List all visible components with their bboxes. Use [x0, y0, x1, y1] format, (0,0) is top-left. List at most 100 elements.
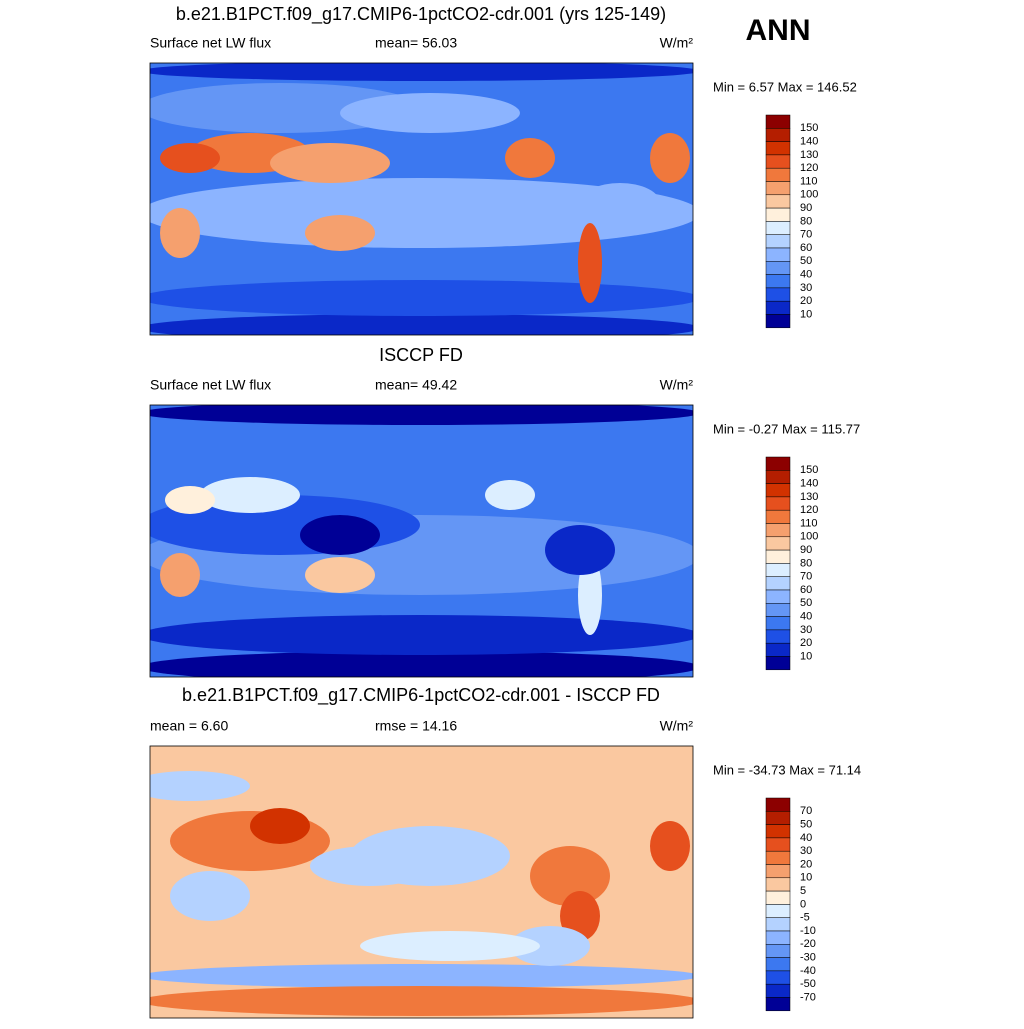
left-label: Surface net LW flux — [150, 377, 271, 393]
colorbar-swatch — [765, 536, 791, 551]
colorbar-label: 40 — [800, 269, 812, 281]
colorbar-label: -5 — [800, 912, 810, 924]
contour-region — [545, 525, 615, 575]
colorbar-label: 50 — [800, 255, 812, 267]
colorbar-label: 90 — [800, 544, 812, 556]
colorbar-label: 20 — [800, 295, 812, 307]
colorbar-label: 110 — [800, 517, 818, 529]
colorbar-label: 70 — [800, 571, 812, 583]
contour-region — [360, 931, 540, 961]
colorbar-label: 150 — [800, 464, 818, 476]
colorbar-label: 20 — [800, 637, 812, 649]
minmax-label: Min = -0.27 Max = 115.77 — [713, 421, 860, 436]
colorbar-label: 0 — [800, 898, 806, 910]
colorbar-swatch — [765, 904, 791, 918]
colorbar-swatch — [765, 957, 791, 972]
map-field — [150, 746, 693, 1018]
colorbar-swatch — [765, 603, 791, 617]
contour-region — [150, 178, 693, 248]
center-label: mean= 56.03 — [375, 35, 457, 51]
colorbar-swatch — [765, 656, 791, 671]
colorbar-swatch — [765, 247, 791, 262]
colorbar-label: 30 — [800, 624, 812, 636]
units-label: W/m² — [660, 35, 694, 51]
map-field — [150, 63, 693, 335]
map — [149, 62, 694, 336]
contour-region — [150, 314, 693, 335]
colorbar-swatch — [765, 917, 791, 932]
contour-region — [150, 63, 693, 81]
minmax-label: Min = -34.73 Max = 71.14 — [713, 762, 861, 777]
colorbar-swatch — [765, 523, 791, 538]
colorbar-swatch — [765, 287, 791, 302]
colorbar-label: 150 — [800, 122, 818, 134]
colorbar-label: 10 — [800, 872, 812, 884]
colorbar-swatch — [765, 509, 791, 524]
map-frame — [149, 62, 694, 336]
colorbar-label: -70 — [800, 991, 816, 1003]
contour-region — [505, 138, 555, 178]
colorbar-swatch — [765, 470, 791, 484]
contour-region — [485, 480, 535, 510]
contour-region — [160, 553, 200, 597]
colorbar-label: 5 — [800, 885, 806, 897]
contour-region — [200, 477, 300, 513]
contour-region — [150, 964, 693, 988]
colorbar-label: 80 — [800, 215, 812, 227]
colorbar-label: -50 — [800, 978, 816, 990]
colorbar-label: 90 — [800, 202, 812, 214]
colorbar-swatch — [765, 194, 791, 209]
colorbar-swatch — [765, 154, 791, 169]
colorbar-swatch — [765, 997, 791, 1012]
contour-region — [300, 515, 380, 555]
colorbar-swatch — [765, 890, 791, 905]
colorbar-swatch — [765, 864, 791, 879]
colorbar-swatch — [765, 300, 791, 315]
map — [149, 404, 694, 678]
contour-region — [305, 215, 375, 251]
colorbar-swatch — [765, 274, 791, 289]
colorbar-swatch — [765, 576, 791, 591]
center-label: mean= 49.42 — [375, 377, 457, 393]
minmax-label: Min = 6.57 Max = 146.52 — [713, 79, 857, 94]
colorbar-swatch — [765, 141, 791, 156]
contour-region — [150, 986, 693, 1016]
contour-region — [165, 486, 215, 514]
colorbar-label: 30 — [800, 845, 812, 857]
colorbar-label: 120 — [800, 162, 818, 174]
colorbar-label: -40 — [800, 965, 816, 977]
colorbar-swatch — [765, 811, 791, 825]
map — [149, 745, 694, 1019]
colorbar-swatch — [765, 114, 791, 129]
colorbar-label: 50 — [800, 597, 812, 609]
contour-region — [650, 133, 690, 183]
colorbar-label: 20 — [800, 858, 812, 870]
colorbar-label: 140 — [800, 136, 818, 148]
colorbar-swatch — [765, 850, 791, 865]
colorbar-label: 60 — [800, 584, 812, 596]
colorbar-swatch — [765, 261, 791, 275]
colorbar-swatch — [765, 167, 791, 182]
panel-title: b.e21.B1PCT.f09_g17.CMIP6-1pctCO2-cdr.00… — [182, 685, 660, 706]
colorbar-label: 50 — [800, 819, 812, 831]
colorbar-swatch — [765, 549, 791, 564]
contour-region — [250, 808, 310, 844]
colorbar-label: 40 — [800, 832, 812, 844]
colorbar-label: 100 — [800, 531, 818, 543]
colorbar-label: 140 — [800, 478, 818, 490]
contour-region — [510, 926, 590, 966]
panel-title: ISCCP FD — [379, 345, 463, 365]
colorbar-label: 110 — [800, 175, 818, 187]
contour-region — [160, 208, 200, 258]
colorbar-label: 10 — [800, 308, 812, 320]
colorbar-swatch — [765, 837, 791, 852]
colorbar-swatch — [765, 642, 791, 657]
units-label: W/m² — [660, 377, 694, 393]
colorbar-label: 70 — [800, 229, 812, 241]
colorbar-label: 100 — [800, 189, 818, 201]
contour-region — [150, 405, 693, 425]
contour-region — [150, 771, 250, 801]
colorbar-swatch — [765, 944, 791, 958]
colorbar-swatch — [765, 629, 791, 644]
